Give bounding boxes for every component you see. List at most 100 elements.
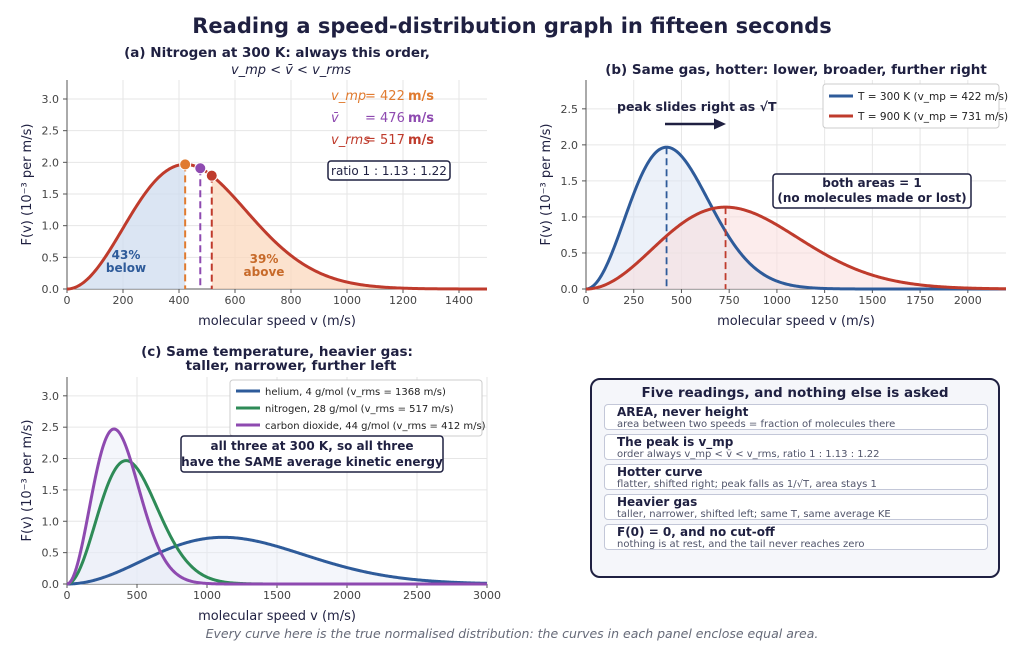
y-tick-label: 2.0 (561, 139, 579, 152)
y-tick-label: 2.5 (42, 125, 60, 138)
summary-item-heading: AREA, never height (617, 405, 749, 419)
y-tick-label: 0.0 (42, 578, 60, 591)
legend-unit: m/s (408, 133, 434, 148)
y-axis-label: F(v) (10⁻³ per m/s) (20, 124, 35, 246)
y-tick-label: 1.0 (42, 220, 60, 233)
x-tick-label: 500 (127, 589, 148, 602)
area-note-line1: both areas = 1 (822, 176, 921, 190)
x-tick-label: 250 (623, 294, 644, 307)
marker-dot (194, 162, 207, 175)
y-tick-label: 1.0 (561, 211, 579, 224)
summary-item-detail: flatter, shifted right; peak falls as 1/… (617, 479, 877, 490)
x-tick-label: 1400 (445, 294, 473, 307)
summary-item-heading: Hotter curve (617, 465, 703, 479)
gas-curve (66, 535, 488, 586)
legend-label: nitrogen, 28 g/mol (v_rms = 517 m/s) (265, 404, 454, 415)
y-axis-label: F(v) (10⁻³ per m/s) (539, 124, 554, 246)
x-tick-label: 1500 (858, 294, 886, 307)
y-tick-label: 1.5 (42, 188, 60, 201)
below-percent: 43% (112, 248, 141, 262)
summary-item-detail: nothing is at rest, and the tail never r… (617, 539, 865, 550)
y-tick-label: 1.5 (42, 484, 60, 497)
panel-a-title: (a) Nitrogen at 300 K: always this order… (124, 45, 430, 61)
summary-title: Five readings, and nothing else is asked (641, 385, 949, 401)
x-tick-label: 1000 (333, 294, 361, 307)
legend-value: = 476 (365, 111, 405, 126)
x-tick-label: 2000 (954, 294, 982, 307)
x-tick-label: 2500 (403, 589, 431, 602)
summary-item-detail: order always v_mp < v̄ < v_rms, ratio 1 … (617, 449, 880, 460)
x-tick-label: 0 (64, 294, 71, 307)
y-tick-label: 3.0 (42, 93, 60, 106)
marker-dot (205, 169, 218, 182)
above-percent: 39% (250, 252, 279, 266)
x-tick-label: 1750 (906, 294, 934, 307)
y-tick-label: 0.0 (42, 283, 60, 296)
ratio-box (327, 160, 451, 181)
y-tick-label: 1.0 (42, 515, 60, 528)
same-ke-note-box (180, 435, 444, 473)
ratio-text: ratio 1 : 1.13 : 1.22 (331, 164, 447, 178)
legend-symbol: v_rms (331, 133, 370, 148)
curve-fill (67, 460, 487, 584)
x-tick-label: 1000 (193, 589, 221, 602)
legend-box (822, 83, 1000, 129)
gas-curve (66, 427, 487, 586)
arrow-head-icon (714, 118, 726, 130)
summary-item: AREA, never height area between two spee… (604, 404, 988, 430)
y-axis-label: F(v) (10⁻³ per m/s) (20, 420, 35, 542)
legend-label: carbon dioxide, 44 g/mol (v_rms = 412 m/… (265, 421, 486, 432)
y-tick-label: 0.5 (42, 547, 60, 560)
x-axis-label: molecular speed v (m/s) (198, 314, 356, 329)
curve-fill (586, 207, 1006, 289)
panel-c-subtitle: taller, narrower, further left (186, 358, 397, 374)
y-tick-label: 0.0 (561, 283, 579, 296)
x-axis-label: molecular speed v (m/s) (717, 314, 875, 329)
legend-label: helium, 4 g/mol (v_rms = 1368 m/s) (265, 387, 446, 398)
x-tick-label: 0 (583, 294, 590, 307)
curve-300k (585, 145, 1006, 291)
x-tick-label: 2000 (333, 589, 361, 602)
summary-item-detail: area between two speeds = fraction of mo… (617, 419, 896, 430)
area-note-line2: (no molecules made or lost) (777, 191, 966, 205)
curve-900k (585, 205, 1007, 291)
below-word: below (106, 261, 146, 275)
above-area-fill (211, 175, 487, 289)
legend-symbol: v_mp (331, 89, 366, 104)
x-tick-label: 800 (281, 294, 302, 307)
summary-item: The peak is v_mp order always v_mp < v̄ … (604, 434, 988, 460)
summary-item-heading: F(0) = 0, and no cut-off (617, 525, 775, 539)
x-tick-label: 1200 (389, 294, 417, 307)
nitrogen-curve (66, 162, 488, 291)
summary-item: Heavier gas taller, narrower, shifted le… (604, 494, 988, 520)
summary-item-heading: The peak is v_mp (617, 435, 734, 449)
y-tick-label: 2.5 (42, 421, 60, 434)
area-note-box (772, 173, 972, 209)
footer-note: Every curve here is the true normalised … (205, 626, 819, 641)
arrow-annotation-text: peak slides right as √T (617, 99, 777, 114)
x-tick-label: 750 (719, 294, 740, 307)
y-tick-label: 0.5 (561, 247, 579, 260)
y-tick-label: 0.5 (42, 251, 60, 264)
x-tick-label: 1000 (763, 294, 791, 307)
x-tick-label: 0 (64, 589, 71, 602)
x-tick-label: 600 (225, 294, 246, 307)
legend-symbol: v̄ (331, 111, 339, 126)
above-word: above (244, 265, 285, 279)
y-tick-label: 2.5 (561, 103, 579, 116)
marker-dot (179, 158, 192, 171)
y-tick-label: 3.0 (42, 390, 60, 403)
legend-unit: m/s (408, 89, 434, 104)
legend-unit: m/s (408, 111, 434, 126)
x-tick-label: 200 (113, 294, 134, 307)
y-tick-label: 2.0 (42, 453, 60, 466)
summary-item: Hotter curve flatter, shifted right; pea… (604, 464, 988, 490)
panel-c-title: (c) Same temperature, heavier gas: (141, 344, 413, 360)
summary-item-heading: Heavier gas (617, 495, 698, 509)
summary-item-detail: taller, narrower, shifted left; same T, … (617, 509, 891, 520)
legend-value: = 517 (365, 133, 405, 148)
panel-c-chart: (c) Same temperature, heavier gas:taller… (20, 344, 501, 624)
x-tick-label: 500 (671, 294, 692, 307)
x-axis-label: molecular speed v (m/s) (198, 609, 356, 624)
panel-a-subtitle: v_mp < v̄ < v_rms (231, 63, 351, 78)
